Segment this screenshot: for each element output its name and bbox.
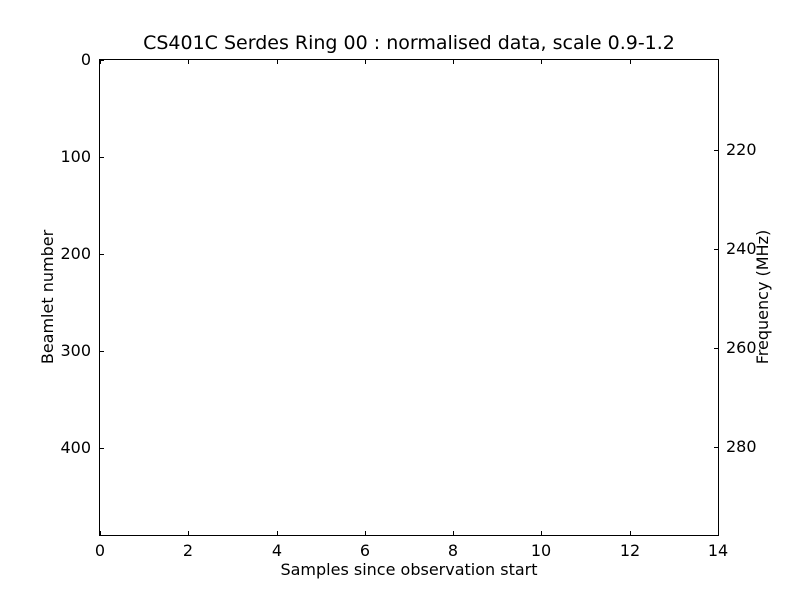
y-left-tick-label: 200 [60,244,91,263]
x-tick-mark [718,531,719,535]
plot-area [99,59,719,536]
y-right-tick-mark [714,150,718,151]
x-tick-label: 0 [94,541,106,560]
x-tick-mark-top [718,60,719,64]
y-left-tick-mark [100,351,104,352]
y-left-tick-label: 400 [60,438,91,457]
y-left-tick-label: 0 [80,50,91,69]
y-right-tick-label: 260 [726,338,757,357]
x-tick-label: 10 [530,541,552,560]
y-left-tick-mark [100,60,104,61]
y-right-tick-label: 220 [726,140,757,159]
x-tick-mark-top [541,60,542,64]
x-tick-mark [365,531,366,535]
x-tick-mark-top [188,60,189,64]
x-axis-label: Samples since observation start [280,560,538,579]
x-tick-label: 14 [707,541,729,560]
x-tick-mark [453,531,454,535]
y-left-tick-mark [100,157,104,158]
x-tick-label: 6 [359,541,371,560]
x-tick-mark-top [453,60,454,64]
x-tick-mark-top [630,60,631,64]
x-tick-mark [541,531,542,535]
x-tick-mark-top [100,60,101,64]
y-axis-label-right: Frequency (MHz) [753,229,772,365]
x-tick-mark [277,531,278,535]
y-right-tick-label: 280 [726,437,757,456]
x-tick-mark [630,531,631,535]
x-tick-label: 12 [619,541,641,560]
x-tick-mark-top [277,60,278,64]
y-right-tick-label: 240 [726,239,757,258]
chart-title: CS401C Serdes Ring 00 : normalised data,… [143,32,675,54]
y-axis-label-left: Beamlet number [38,229,57,365]
y-right-tick-mark [714,348,718,349]
x-tick-label: 2 [182,541,194,560]
x-tick-label: 4 [271,541,283,560]
y-right-tick-mark [714,447,718,448]
y-left-tick-mark [100,448,104,449]
x-tick-mark [188,531,189,535]
y-left-tick-label: 300 [60,341,91,360]
x-tick-label: 8 [447,541,459,560]
x-tick-mark [100,531,101,535]
y-left-tick-label: 100 [60,147,91,166]
y-left-tick-mark [100,254,104,255]
x-tick-mark-top [365,60,366,64]
y-right-tick-mark [714,249,718,250]
